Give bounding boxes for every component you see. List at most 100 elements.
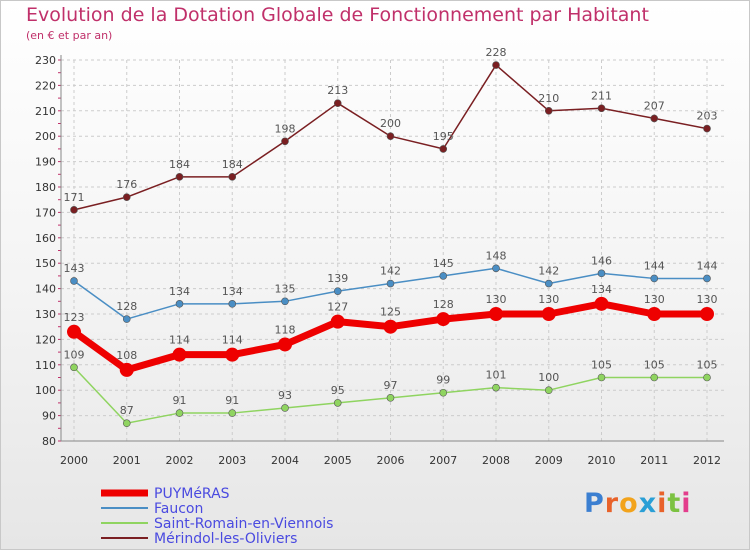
data-point — [650, 114, 659, 123]
data-label: 200 — [380, 117, 401, 130]
data-label: 139 — [327, 272, 348, 285]
data-point — [436, 312, 451, 327]
data-label: 128 — [433, 298, 454, 311]
logo-letter: x — [638, 488, 658, 519]
data-point — [175, 300, 184, 308]
data-label: 145 — [433, 257, 454, 270]
data-point — [70, 363, 78, 372]
data-point — [439, 388, 448, 397]
data-label: 134 — [222, 285, 243, 298]
x-tick-label: 2010 — [588, 454, 616, 467]
data-label: 87 — [120, 404, 134, 417]
data-point — [228, 300, 237, 308]
data-point — [278, 337, 292, 352]
x-tick-label: 2000 — [60, 454, 88, 467]
y-tick-label: 120 — [35, 333, 56, 346]
data-point — [281, 297, 289, 306]
logo-letter: P — [584, 488, 605, 519]
legend-label: Mérindol-les-Oliviers — [154, 531, 297, 547]
data-label: 91 — [225, 394, 239, 407]
data-label: 142 — [380, 265, 401, 278]
logo-letter: i — [681, 488, 692, 519]
data-point — [333, 99, 342, 107]
chart-subtitle: (en € et par an) — [26, 29, 113, 42]
data-label: 114 — [222, 334, 243, 347]
data-point — [225, 347, 240, 362]
data-label: 130 — [486, 293, 507, 306]
data-label: 114 — [169, 334, 190, 347]
legend: PUYMéRASFauconSaint-Romain-en-ViennoisMé… — [101, 486, 333, 547]
data-label: 130 — [538, 293, 559, 306]
data-label: 198 — [275, 122, 296, 135]
data-point — [703, 274, 711, 283]
data-point — [281, 404, 289, 412]
data-label: 95 — [331, 384, 345, 397]
y-tick-label: 100 — [35, 384, 56, 397]
data-label: 125 — [380, 306, 401, 319]
y-tick-label: 220 — [35, 79, 56, 92]
data-label: 210 — [538, 92, 559, 105]
y-tick-label: 190 — [35, 156, 56, 169]
data-point — [70, 206, 78, 214]
data-point — [650, 373, 659, 382]
data-label: 184 — [169, 158, 190, 171]
data-label: 144 — [644, 259, 665, 272]
data-point — [70, 277, 78, 285]
data-point — [439, 272, 448, 280]
data-point — [228, 173, 237, 181]
y-tick-label: 80 — [42, 435, 56, 448]
data-point — [597, 104, 606, 113]
grid-lines — [61, 59, 724, 442]
data-label: 93 — [278, 389, 292, 402]
data-label: 97 — [384, 379, 398, 392]
proxiti-logo: Proxiti — [584, 488, 692, 519]
x-tick-label: 2012 — [693, 454, 721, 467]
data-label: 99 — [436, 374, 450, 387]
data-label: 143 — [64, 262, 85, 275]
data-label: 176 — [116, 178, 137, 191]
data-label: 108 — [116, 349, 137, 362]
data-label: 203 — [697, 110, 718, 123]
data-point — [386, 279, 395, 288]
data-point — [700, 307, 714, 321]
logo-letter: t — [667, 488, 682, 519]
data-label: 128 — [116, 300, 137, 313]
data-label: 207 — [644, 99, 665, 112]
chart-title: Evolution de la Dotation Globale de Fonc… — [26, 4, 649, 26]
data-label: 100 — [538, 371, 559, 384]
logo-letter: i — [657, 488, 668, 519]
data-label: 134 — [169, 285, 190, 298]
data-point — [330, 314, 345, 329]
x-tick-label: 2011 — [640, 454, 668, 467]
data-point — [386, 132, 395, 140]
data-label: 123 — [64, 311, 85, 324]
data-point — [333, 399, 342, 407]
x-tick-label: 2003 — [218, 454, 246, 467]
data-points — [67, 61, 714, 428]
logo-letter: o — [619, 488, 639, 519]
data-point — [228, 409, 237, 417]
y-tick-label: 140 — [35, 283, 56, 296]
data-label: 105 — [591, 359, 612, 372]
data-point — [650, 274, 659, 283]
data-point — [492, 264, 500, 273]
data-point — [594, 296, 609, 311]
data-label: 130 — [644, 293, 665, 306]
data-point — [492, 61, 500, 69]
data-label: 118 — [275, 323, 296, 336]
x-tick-label: 2007 — [429, 454, 457, 467]
y-tick-label: 230 — [35, 54, 56, 67]
data-point — [281, 137, 289, 146]
y-tick-label: 110 — [35, 359, 56, 372]
data-point — [597, 269, 606, 278]
data-point — [175, 173, 184, 181]
data-label: 127 — [327, 301, 348, 314]
data-point — [597, 373, 606, 382]
y-tick-label: 180 — [35, 181, 56, 194]
data-point — [489, 307, 503, 321]
data-point — [175, 409, 184, 417]
data-point — [703, 373, 711, 382]
y-tick-label: 200 — [35, 130, 56, 143]
data-label: 148 — [486, 249, 507, 262]
